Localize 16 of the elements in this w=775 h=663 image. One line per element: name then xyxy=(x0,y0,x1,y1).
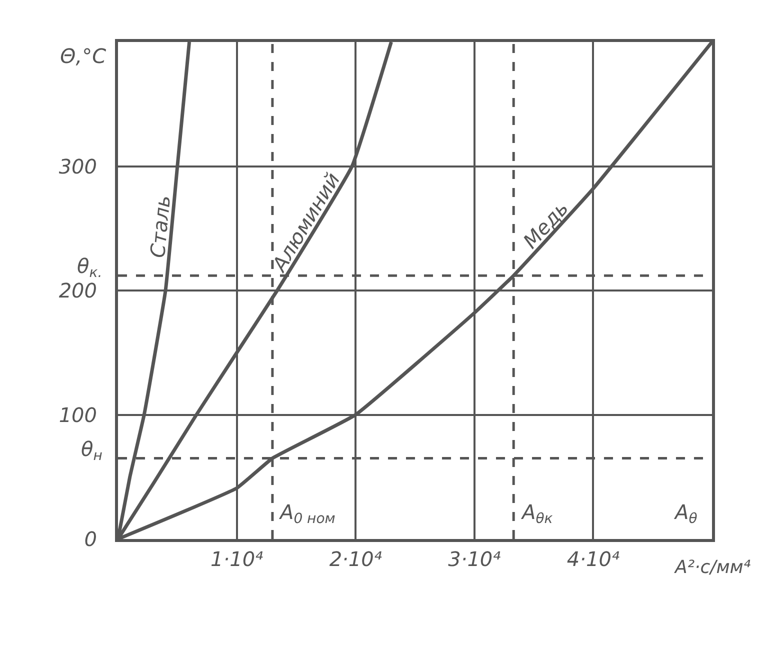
annotation: A$_{θ}$ xyxy=(673,500,698,528)
y-tick-label: 300 xyxy=(58,154,97,178)
ref-line-label: θ$_{н}$ xyxy=(81,437,102,464)
ref-line-label: θ$_{к.}$ xyxy=(77,254,102,282)
x-tick-label: 2·10⁴ xyxy=(329,547,382,571)
x-axis-title: A²·c/мм⁴ xyxy=(674,557,752,578)
y-tick-label: 100 xyxy=(58,402,97,427)
text: Сталь xyxy=(145,194,176,259)
y-tick-label: 0 xyxy=(84,527,97,551)
x-tick-label: 3·10⁴ xyxy=(448,547,501,571)
x-tick-label: 4·10⁴ xyxy=(566,547,620,571)
ref-line-label: A$_{0 ном}$ xyxy=(278,500,336,528)
y-axis-title: Θ,°C xyxy=(60,44,106,68)
x-tick-label: 1·10⁴ xyxy=(210,547,264,571)
y-tick-label: 200 xyxy=(58,278,97,302)
ref-line-label: A$_{θк}$ xyxy=(520,500,554,528)
